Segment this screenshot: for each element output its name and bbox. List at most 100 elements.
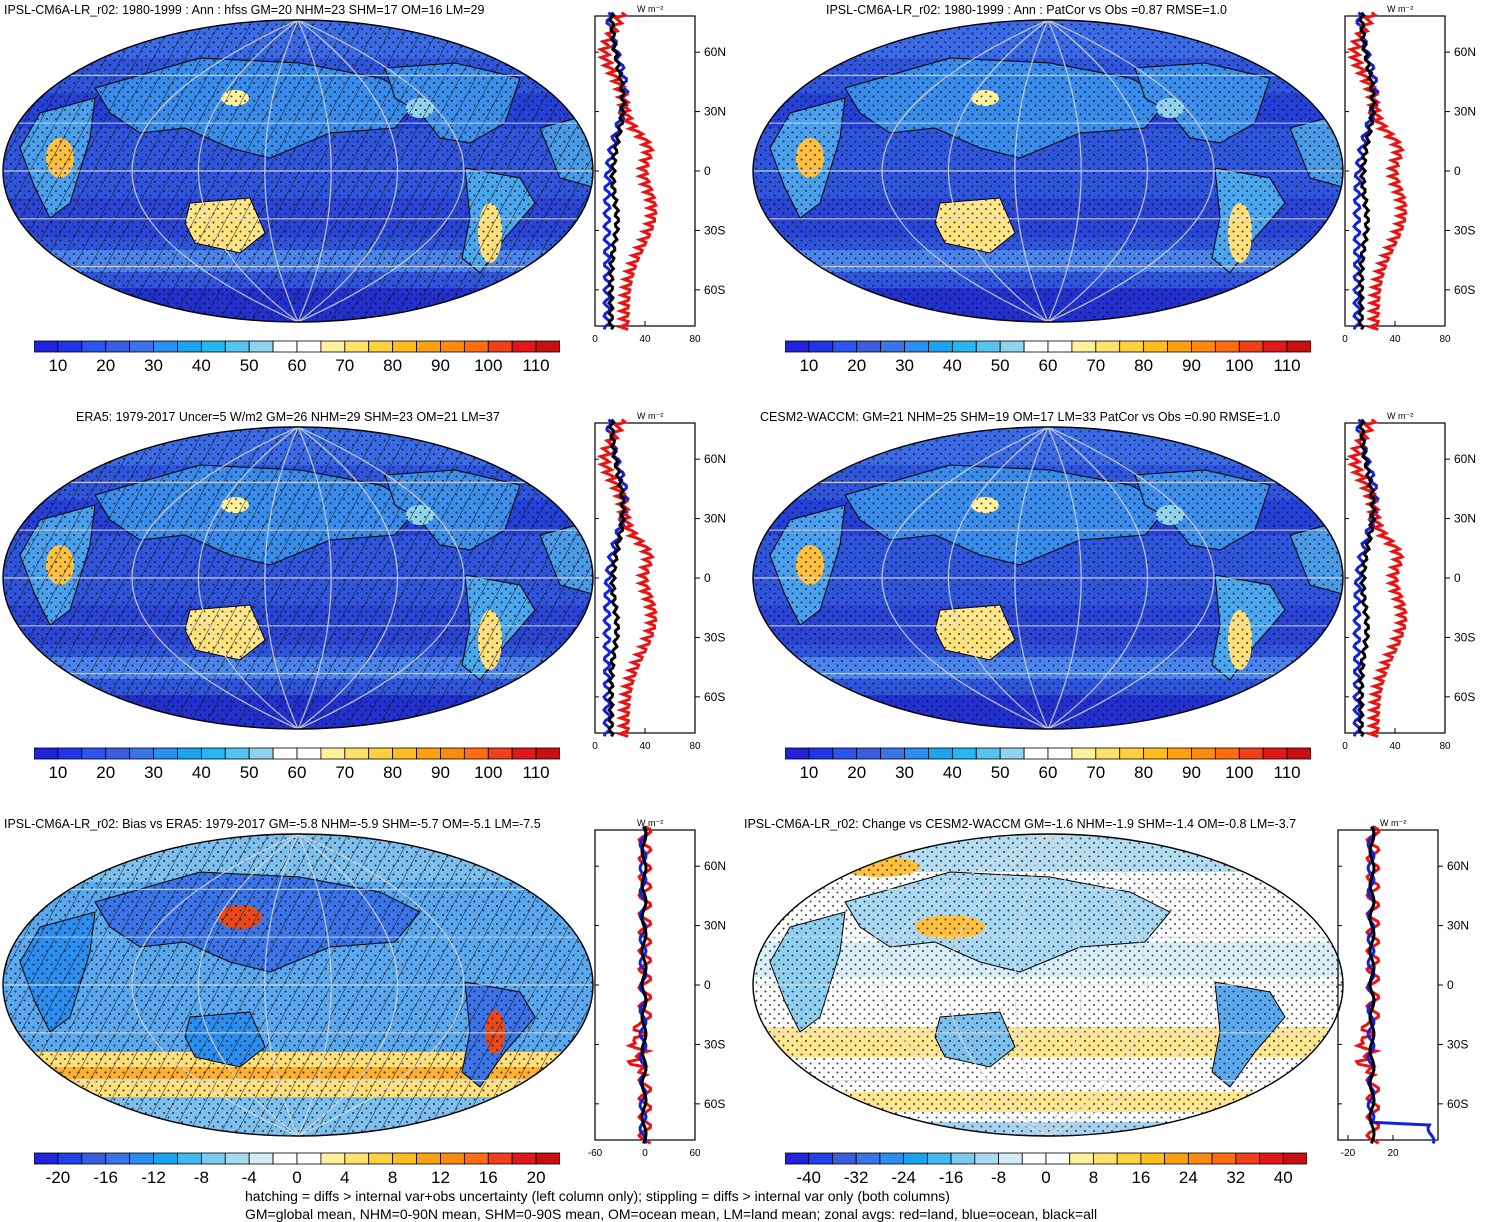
colorbar-tick-label: 30: [895, 356, 914, 375]
colorbar: 10 20 30 40 50 60 70 80 90 100 110: [34, 747, 560, 787]
colorbar-swatch: [248, 340, 274, 353]
colorbar-tick-label: 60: [1038, 763, 1058, 782]
colorbar-swatch: [200, 747, 226, 760]
colorbar-tick-label: 40: [191, 763, 211, 782]
colorbar-swatch: [368, 340, 394, 353]
colorbar-swatch: [296, 340, 322, 353]
footer-note: GM=global mean, NHM=0-90N mean, SHM=0-90…: [245, 1206, 1098, 1222]
panel-title: IPSL-CM6A-LR_r02: Bias vs ERA5: 1979-201…: [4, 817, 541, 831]
latitude-tick-label: 30S: [704, 223, 725, 237]
colorbar-tick-label: 90: [430, 763, 450, 782]
latitude-tick-label: 60S: [1447, 1097, 1468, 1111]
colorbar-swatch: [177, 340, 202, 353]
colorbar-tick-label: 110: [522, 763, 550, 782]
colorbar-tick-label: 30: [144, 356, 163, 375]
colorbar: -20 -16 -12 -8 -4 0 4 8 12 16 20: [34, 1152, 560, 1192]
world-map: [0, 425, 596, 733]
colorbar-swatch: [248, 1152, 274, 1165]
colorbar-swatch: [1214, 747, 1240, 760]
colorbar-swatch: [200, 340, 226, 353]
all-zonal-line: [1368, 826, 1376, 1144]
colorbar-swatch: [105, 340, 131, 353]
panel-title: IPSL-CM6A-LR_r02: Change vs CESM2-WACCM …: [744, 817, 1297, 831]
colorbar-swatch: [1143, 747, 1168, 760]
ocean-zonal-line: [1352, 11, 1380, 330]
colorbar-swatch: [487, 747, 513, 760]
colorbar-tick-label: 10: [799, 356, 819, 375]
colorbar-swatch: [487, 1152, 513, 1165]
colorbar-tick-label: 110: [1273, 356, 1301, 375]
latitude-tick-label: 30S: [1454, 223, 1475, 237]
latitude-tick-label: 60N: [704, 859, 726, 873]
colorbar-tick-label: -4: [241, 1168, 257, 1187]
colorbar-swatch: [1214, 340, 1240, 353]
latitude-tick-label: 30S: [1447, 1037, 1468, 1051]
colorbar-swatch: [1262, 340, 1288, 353]
colorbar-swatch: [808, 747, 834, 760]
colorbar-tick-label: 90: [1181, 763, 1201, 782]
latitude-tick-label: 30N: [704, 919, 726, 933]
zonal-tick-label: 80: [689, 334, 701, 345]
colorbar-swatch: [105, 747, 131, 760]
latitude-tick-label: 0: [1454, 571, 1461, 585]
colorbar-swatch: [1095, 747, 1121, 760]
colorbar-swatch: [1119, 747, 1145, 760]
colorbar-tick-label: 20: [847, 763, 867, 782]
colorbar-swatch: [57, 747, 83, 760]
zonal-tick-label: 40: [1389, 741, 1401, 752]
colorbar-tick-label: 16: [1131, 1168, 1151, 1187]
colorbar-swatch: [200, 1152, 226, 1165]
colorbar-swatch: [368, 1152, 394, 1165]
colorbar-swatch: [855, 1152, 881, 1165]
latitude-tick-label: 60S: [704, 690, 725, 704]
colorbar-tick-label: 50: [990, 763, 1010, 782]
colorbar-swatch: [1286, 340, 1311, 353]
colorbar-swatch: [320, 747, 346, 760]
colorbar-swatch: [808, 340, 834, 353]
colorbar-swatch: [224, 747, 250, 760]
colorbar-tick-label: 40: [942, 356, 962, 375]
colorbar-swatch: [1167, 340, 1192, 353]
colorbar-swatch: [904, 340, 929, 353]
colorbar-swatch: [975, 340, 1001, 353]
colorbar-swatch: [926, 1152, 952, 1165]
world-map: [0, 18, 596, 326]
all-zonal-line: [640, 826, 648, 1144]
zonal-tick-label: 40: [639, 334, 651, 345]
all-zonal-line: [607, 418, 627, 738]
colorbar-tick-label: 70: [335, 356, 355, 375]
colorbar-swatch: [177, 747, 202, 760]
latitude-tick-label: 30S: [1454, 630, 1475, 644]
colorbar-swatch: [1047, 747, 1073, 760]
units-label: W m⁻²: [637, 4, 663, 14]
colorbar-tick-label: 60: [287, 763, 307, 782]
colorbar-swatch: [832, 340, 858, 353]
colorbar-swatch: [272, 1152, 298, 1165]
colorbar-swatch: [1191, 747, 1216, 760]
latitude-tick-label: 30N: [704, 105, 726, 119]
colorbar-tick-label: 80: [383, 356, 403, 375]
colorbar-swatch: [535, 747, 560, 760]
colorbar-swatch: [856, 747, 882, 760]
zonal-tick-label: 80: [689, 741, 701, 752]
units-label: W m⁻²: [1380, 818, 1406, 828]
colorbar-swatch: [1045, 1152, 1071, 1165]
land-zonal-line: [1346, 418, 1408, 738]
footer-note: hatching = diffs > internal var+obs unce…: [245, 1188, 950, 1204]
colorbar-tick-label: 10: [48, 356, 68, 375]
colorbar-swatch: [81, 340, 107, 353]
latitude-tick-label: 60N: [1454, 45, 1476, 59]
zonal-mean-plot: W m⁻² 60N 30N 0 30S 60S 0 40 80: [1335, 409, 1487, 757]
colorbar-swatch: [904, 747, 929, 760]
colorbar-swatch: [344, 340, 370, 353]
colorbar-swatch: [951, 340, 977, 353]
land-zonal-line: [596, 418, 658, 738]
colorbar-swatch: [463, 1152, 489, 1165]
colorbar-tick-label: 8: [387, 1168, 398, 1187]
colorbar-tick-label: 50: [239, 356, 259, 375]
colorbar-tick-label: 110: [1273, 763, 1301, 782]
colorbar-tick-label: 0: [292, 1168, 302, 1187]
colorbar-swatch: [879, 1152, 905, 1165]
colorbar-swatch: [1119, 340, 1145, 353]
colorbar-swatch: [1262, 747, 1288, 760]
